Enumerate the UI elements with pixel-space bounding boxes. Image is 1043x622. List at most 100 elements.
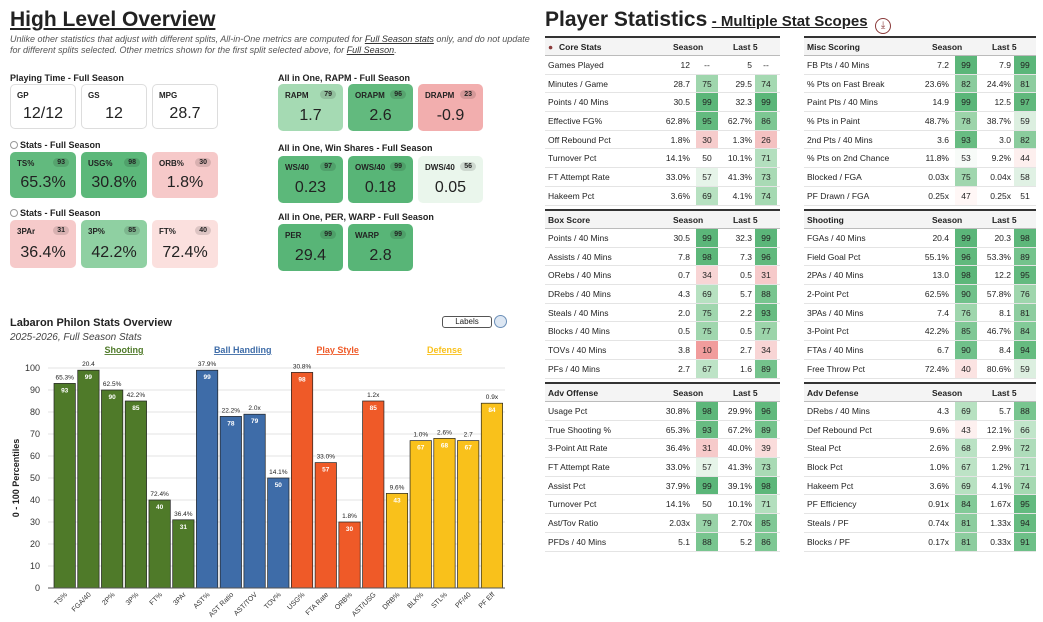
card-value: 1.8% bbox=[166, 174, 204, 191]
card-label: FT% bbox=[159, 227, 176, 236]
table-row: Steals / PF 0.74x 81 1.33x 94 bbox=[804, 514, 1036, 533]
season-value: 0.03x bbox=[928, 172, 949, 183]
download-icon[interactable]: ⤓ bbox=[875, 18, 892, 34]
last5-value: 4.1% bbox=[991, 480, 1011, 491]
bar-percentile-label: 68 bbox=[441, 442, 449, 449]
season-value: 36.4% bbox=[665, 443, 690, 454]
season-percentile: 75 bbox=[696, 303, 718, 322]
full-season-link[interactable]: Full Season bbox=[346, 45, 395, 55]
x-tick-label: TOV% bbox=[263, 591, 282, 610]
last5-value: 0.5 bbox=[740, 270, 752, 281]
labels-toggle[interactable] bbox=[494, 315, 507, 328]
stat-name: Points / 40 Mins bbox=[548, 233, 609, 243]
x-tick-label: 2P% bbox=[101, 591, 116, 606]
bar-stl- bbox=[433, 438, 456, 589]
table-row: FB Pts / 40 Mins 7.2 99 7.9 99 bbox=[804, 56, 1036, 75]
last5-value: 62.7% bbox=[727, 116, 752, 127]
card-value: 36.4% bbox=[20, 244, 66, 261]
stat-name: Hakeem Pct bbox=[807, 480, 854, 491]
table-header: Adv Offense Season Last 5 bbox=[545, 384, 780, 402]
bar-raw-label: 20.4 bbox=[82, 361, 95, 368]
bar-3p- bbox=[124, 400, 147, 589]
bar-tov- bbox=[267, 477, 290, 589]
bar-percentile-label: 78 bbox=[227, 420, 235, 427]
table-row: DRebs / 40 Mins 4.3 69 5.7 88 bbox=[804, 402, 1036, 421]
stats1-radio[interactable] bbox=[10, 141, 18, 149]
table-header: Box Score Season Last 5 bbox=[545, 211, 780, 229]
stats2-radio[interactable] bbox=[10, 209, 18, 217]
table-row: Hakeem Pct 3.6% 69 4.1% 74 bbox=[545, 186, 780, 206]
x-tick-label: AST% bbox=[193, 591, 212, 610]
table-row: FT Attempt Rate 33.0% 57 41.3% 73 bbox=[545, 458, 780, 477]
table-core-stats: ● Core Stats Season Last 5 Games Played 12 -- 5… bbox=[545, 36, 780, 206]
last5-value: 41.3% bbox=[727, 462, 752, 473]
y-tick-label: 50 bbox=[30, 473, 40, 483]
full-season-stats-link[interactable]: Full Season stats bbox=[364, 34, 434, 44]
table-misc-scoring: Misc Scoring Season Last 5 FB Pts / 40 Mins… bbox=[804, 36, 1036, 206]
card-percentile: 93 bbox=[53, 158, 69, 167]
table-row: Block Pct 1.0% 67 1.2% 71 bbox=[804, 458, 1036, 477]
season-value: 30.5 bbox=[673, 97, 690, 108]
season-value: 72.4% bbox=[924, 363, 949, 374]
season-percentile: -- bbox=[704, 60, 710, 70]
last5-value: 32.3 bbox=[735, 233, 752, 243]
last5-value: 1.33x bbox=[990, 518, 1011, 529]
perwarp-title: All in One, PER, WARP - Full Season bbox=[278, 212, 434, 222]
last5-percentile: 88 bbox=[755, 285, 777, 303]
table-row: Turnover Pct 14.1% 50 10.1% 71 bbox=[545, 495, 780, 515]
x-tick-label: FTA Rate bbox=[305, 591, 331, 617]
season-percentile: 78 bbox=[955, 112, 977, 130]
last5-value: 29.9% bbox=[727, 406, 752, 416]
stat-name: DRebs / 40 Mins bbox=[807, 406, 870, 416]
season-value: 13.0 bbox=[932, 270, 949, 281]
season-percentile: 31 bbox=[696, 439, 718, 458]
table-row: Free Throw Pct 72.4% 40 80.6% 59 bbox=[804, 359, 1036, 379]
stat-name: 2nd Pts / 40 Mins bbox=[807, 134, 873, 145]
table-row: True Shooting % 65.3% 93 67.2% 89 bbox=[545, 420, 780, 440]
stat-card-ws-40: WS/40 97 0.23 bbox=[278, 156, 343, 203]
stat-name: 3-Point Pct bbox=[807, 326, 849, 337]
stat-card-ows-40: OWS/40 99 0.18 bbox=[348, 156, 413, 203]
bar-raw-label: 2.0x bbox=[248, 405, 261, 412]
season-percentile: 67 bbox=[955, 458, 977, 476]
table-row: TOVs / 40 Mins 3.8 10 2.7 34 bbox=[545, 341, 780, 360]
stat-name: Steals / PF bbox=[807, 518, 849, 529]
bar-percentile-label: 40 bbox=[156, 504, 164, 511]
table-row: Assists / 40 Mins 7.8 98 7.3 96 bbox=[545, 247, 780, 267]
last5-value: 1.3% bbox=[732, 134, 752, 145]
table-adv-defense: Adv Defense Season Last 5 DRebs / 40 Mins 4.… bbox=[804, 382, 1036, 552]
stat-name: Effective FG% bbox=[548, 116, 603, 127]
season-percentile: 90 bbox=[955, 341, 977, 359]
stat-name: PF Efficiency bbox=[807, 499, 857, 510]
card-value: 2.8 bbox=[369, 247, 392, 264]
table-row: Field Goal Pct 55.1% 96 53.3% 89 bbox=[804, 247, 1036, 267]
season-value: 0.7 bbox=[678, 270, 690, 281]
x-tick-label: 3P% bbox=[125, 591, 140, 606]
season-percentile: 81 bbox=[955, 514, 977, 532]
last5-percentile: 81 bbox=[1014, 303, 1036, 322]
season-value: 30.8% bbox=[665, 406, 690, 416]
info-icon[interactable]: ● bbox=[548, 42, 554, 52]
stat-name: FT Attempt Rate bbox=[548, 172, 610, 183]
last5-percentile: 99 bbox=[755, 229, 777, 247]
last5-value: 5.7 bbox=[999, 406, 1011, 416]
stat-name: Assist Pct bbox=[548, 480, 586, 491]
season-value: 0.91x bbox=[928, 499, 949, 510]
last5-value: 10.1% bbox=[727, 499, 752, 510]
stat-name: Blocked / FGA bbox=[807, 172, 862, 183]
season-percentile: 84 bbox=[955, 495, 977, 514]
season-value: 3.6% bbox=[929, 480, 949, 491]
x-tick-label: PF/40 bbox=[454, 591, 472, 609]
category-label-defense: Defense bbox=[427, 345, 462, 355]
bar-pf-40 bbox=[457, 440, 480, 589]
stat-name: Hakeem Pct bbox=[548, 190, 595, 201]
player-stats-title: Player Statistics bbox=[545, 8, 708, 31]
y-axis-label: 0 - 100 Percentiles bbox=[11, 439, 21, 518]
last5-percentile: 51 bbox=[1014, 186, 1036, 205]
table-header: Shooting Season Last 5 bbox=[804, 211, 1036, 229]
labels-button[interactable]: Labels bbox=[442, 316, 492, 328]
card-value: 0.05 bbox=[434, 179, 467, 196]
stat-name: Minutes / Game bbox=[548, 78, 608, 89]
season-value: 5.1 bbox=[678, 536, 690, 547]
x-tick-label: FT% bbox=[149, 591, 164, 606]
